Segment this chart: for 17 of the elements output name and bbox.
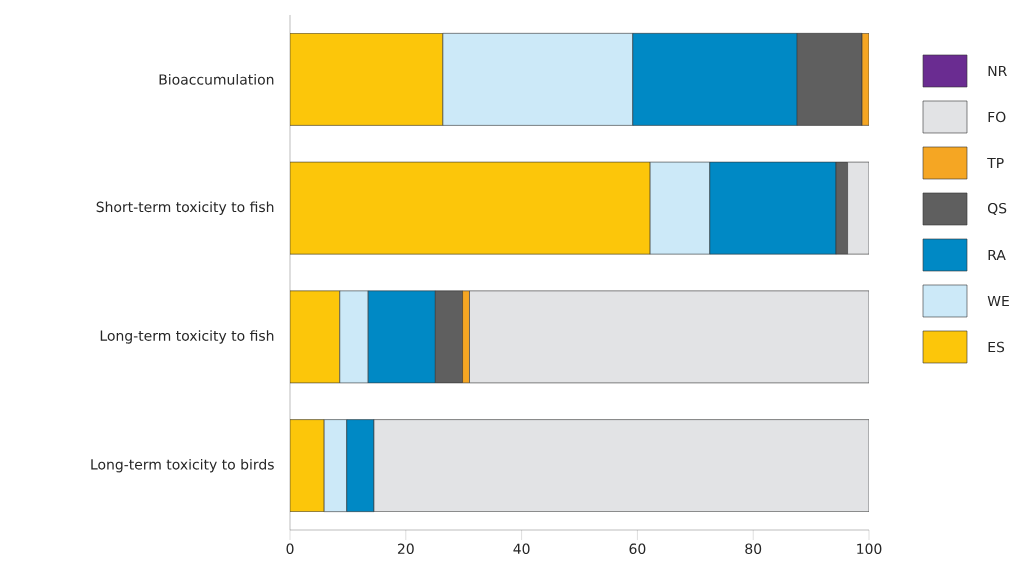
legend-label: QS <box>987 202 1007 216</box>
legend-label: ES <box>988 341 1005 353</box>
legend-label: TP <box>987 157 1004 169</box>
x-tick-label: 100 <box>857 543 882 555</box>
legend-label: FO <box>988 111 1006 123</box>
y-tick-label: Short-term toxicity to fish <box>96 201 274 215</box>
legend-label: NR <box>988 65 1007 77</box>
x-tick-label: 40 <box>513 543 530 555</box>
legend-label: WE <box>987 295 1009 307</box>
y-tick-label: Long-term toxicity to fish <box>100 330 274 344</box>
x-tick-label: 0 <box>286 543 294 555</box>
x-tick-label: 20 <box>397 543 414 555</box>
y-tick-label: Long-term toxicity to birds <box>91 458 274 473</box>
x-tick-label: 60 <box>629 543 646 555</box>
y-tick-label: Bioaccumulation <box>159 73 274 85</box>
legend-label: RA <box>988 249 1006 261</box>
x-tick-label: 80 <box>745 543 762 555</box>
